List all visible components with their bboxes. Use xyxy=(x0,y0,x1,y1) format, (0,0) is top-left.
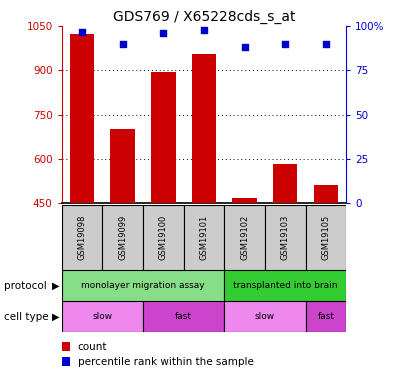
Text: GSM19098: GSM19098 xyxy=(78,215,86,260)
Text: GSM19105: GSM19105 xyxy=(322,215,330,260)
Text: count: count xyxy=(78,342,107,352)
Text: fast: fast xyxy=(175,312,192,321)
Bar xyxy=(224,270,346,301)
Bar xyxy=(143,301,224,332)
Point xyxy=(119,41,126,47)
Text: protocol: protocol xyxy=(4,281,47,291)
Bar xyxy=(62,270,224,301)
Bar xyxy=(306,301,346,332)
Text: cell type: cell type xyxy=(4,312,49,321)
Point xyxy=(160,30,166,36)
Text: GSM19101: GSM19101 xyxy=(199,215,209,260)
Bar xyxy=(232,198,257,203)
Text: slow: slow xyxy=(255,312,275,321)
Title: GDS769 / X65228cds_s_at: GDS769 / X65228cds_s_at xyxy=(113,10,295,24)
Text: transplanted into brain: transplanted into brain xyxy=(233,281,338,290)
Point xyxy=(282,41,289,47)
Text: GSM19103: GSM19103 xyxy=(281,215,290,260)
Bar xyxy=(224,301,306,332)
Text: slow: slow xyxy=(92,312,112,321)
Bar xyxy=(62,301,143,332)
Bar xyxy=(151,72,176,203)
Point xyxy=(242,45,248,51)
Text: GSM19102: GSM19102 xyxy=(240,215,249,260)
Text: monolayer migration assay: monolayer migration assay xyxy=(81,281,205,290)
Bar xyxy=(143,205,183,270)
Bar xyxy=(192,54,216,203)
Bar xyxy=(102,205,143,270)
Text: GSM19100: GSM19100 xyxy=(159,215,168,260)
Point xyxy=(323,41,329,47)
Text: percentile rank within the sample: percentile rank within the sample xyxy=(78,357,254,367)
Text: fast: fast xyxy=(318,312,334,321)
Bar xyxy=(314,185,338,203)
Point xyxy=(79,28,85,34)
Bar xyxy=(70,34,94,203)
Bar xyxy=(265,205,306,270)
Bar xyxy=(306,205,346,270)
Point xyxy=(201,27,207,33)
Bar xyxy=(111,129,135,203)
Bar xyxy=(273,164,297,203)
Text: ▶: ▶ xyxy=(52,281,59,291)
Bar xyxy=(183,205,224,270)
Bar xyxy=(224,205,265,270)
Bar xyxy=(62,205,102,270)
Text: GSM19099: GSM19099 xyxy=(118,215,127,260)
Text: ▶: ▶ xyxy=(52,312,59,321)
